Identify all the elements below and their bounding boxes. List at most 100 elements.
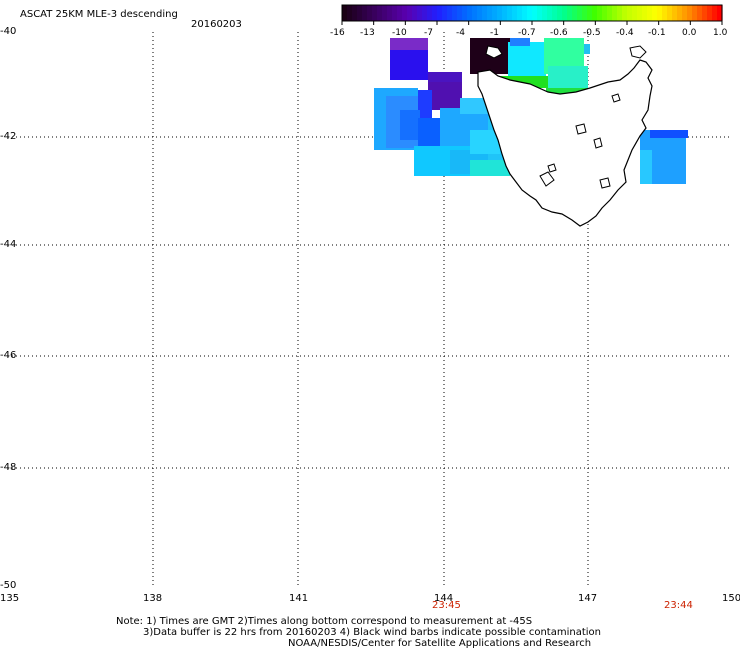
map-date: 20160203 <box>191 19 242 30</box>
colorbar-swatch <box>522 5 528 21</box>
colorbar-swatch <box>602 5 608 21</box>
colorbar-swatch <box>467 5 473 21</box>
colorbar-swatch <box>517 5 523 21</box>
colorbar-swatch <box>632 5 638 21</box>
colorbar-swatch <box>402 5 408 21</box>
island-outline <box>547 163 557 173</box>
colorbar-swatch <box>357 5 363 21</box>
colorbar-swatch <box>667 5 673 21</box>
colorbar-swatch <box>507 5 513 21</box>
colorbar-swatch <box>432 5 438 21</box>
lon-label: 138 <box>143 593 163 604</box>
tasmania-coastline <box>477 45 653 227</box>
colorbar-label: -7 <box>424 28 433 38</box>
colorbar-swatch <box>482 5 488 21</box>
colorbar-swatch <box>577 5 583 21</box>
wind-cell <box>470 160 510 176</box>
wind-cell <box>640 150 652 184</box>
wind-cell <box>390 38 428 50</box>
colorbar-swatch <box>397 5 403 21</box>
colorbar-swatch <box>362 5 368 21</box>
lat-label: -46 <box>0 350 17 361</box>
colorbar-swatch <box>437 5 443 21</box>
island-outline <box>611 93 621 103</box>
colorbar-swatch <box>562 5 568 21</box>
colorbar-swatch <box>447 5 453 21</box>
colorbar-swatch <box>592 5 598 21</box>
colorbar-swatch <box>367 5 373 21</box>
colorbar-swatch <box>687 5 693 21</box>
colorbar-label: -4 <box>456 28 465 38</box>
colorbar-swatch <box>452 5 458 21</box>
colorbar-label: -0.7 <box>518 28 536 38</box>
colorbar-swatch <box>617 5 623 21</box>
island-outline <box>599 177 611 189</box>
colorbar-label: -0.5 <box>583 28 601 38</box>
wind-cell <box>508 42 546 80</box>
lat-label: -50 <box>0 580 17 591</box>
colorbar-swatch <box>637 5 643 21</box>
lon-label: 141 <box>289 593 309 604</box>
map-plot <box>8 32 732 588</box>
colorbar-swatch <box>497 5 503 21</box>
colorbar-swatch <box>552 5 558 21</box>
colorbar-swatch <box>622 5 628 21</box>
colorbar-swatch <box>457 5 463 21</box>
colorbar-swatch <box>392 5 398 21</box>
wind-cell <box>400 110 420 140</box>
colorbar-label: -0.4 <box>616 28 634 38</box>
colorbar-swatch <box>442 5 448 21</box>
colorbar-swatch <box>567 5 573 21</box>
colorbar-swatch <box>502 5 508 21</box>
colorbar-swatch <box>487 5 493 21</box>
note-line-3: NOAA/NESDIS/Center for Satellite Applica… <box>288 638 592 649</box>
colorbar-swatch <box>682 5 688 21</box>
colorbar-swatch <box>712 5 718 21</box>
colorbar <box>341 4 723 25</box>
wind-cell <box>650 130 688 138</box>
colorbar-swatch <box>572 5 578 21</box>
colorbar-label: 1.0 <box>713 28 728 38</box>
lat-label: -42 <box>0 131 17 142</box>
coast-detail <box>539 171 555 187</box>
colorbar-swatch <box>527 5 533 21</box>
colorbar-swatch <box>472 5 478 21</box>
colorbar-swatch <box>597 5 603 21</box>
colorbar-swatch <box>707 5 713 21</box>
colorbar-label: -16 <box>330 28 345 38</box>
wind-data-cells <box>374 38 688 184</box>
colorbar-swatches <box>341 4 723 25</box>
colorbar-swatch <box>387 5 393 21</box>
island-outline <box>629 45 647 59</box>
colorbar-swatch <box>607 5 613 21</box>
colorbar-swatch <box>542 5 548 21</box>
colorbar-swatch <box>677 5 683 21</box>
colorbar-swatch <box>587 5 593 21</box>
wind-cell <box>390 50 428 80</box>
wind-cell <box>428 82 462 110</box>
colorbar-swatch <box>382 5 388 21</box>
colorbar-swatch <box>372 5 378 21</box>
colorbar-swatch <box>352 5 358 21</box>
wind-cell <box>584 44 590 54</box>
coast-detail <box>593 137 603 149</box>
pass-time-label: 23:44 <box>664 600 693 611</box>
colorbar-swatch <box>692 5 698 21</box>
colorbar-label: -1 <box>490 28 499 38</box>
lat-label: -44 <box>0 239 17 250</box>
pass-time-label: 23:45 <box>432 600 461 611</box>
lat-label: -40 <box>0 26 17 37</box>
colorbar-swatch <box>612 5 618 21</box>
colorbar-swatch <box>697 5 703 21</box>
colorbar-swatch <box>462 5 468 21</box>
note-line-1: Note: 1) Times are GMT 2)Times along bot… <box>116 616 533 627</box>
colorbar-swatch <box>427 5 433 21</box>
colorbar-swatch <box>642 5 648 21</box>
island-outline <box>575 123 587 135</box>
colorbar-swatch <box>557 5 563 21</box>
colorbar-swatch <box>407 5 413 21</box>
colorbar-label: -10 <box>392 28 407 38</box>
colorbar-swatch <box>717 5 723 21</box>
note-line-2: 3)Data buffer is 22 hrs from 20160203 4)… <box>143 627 601 638</box>
colorbar-swatch <box>412 5 418 21</box>
